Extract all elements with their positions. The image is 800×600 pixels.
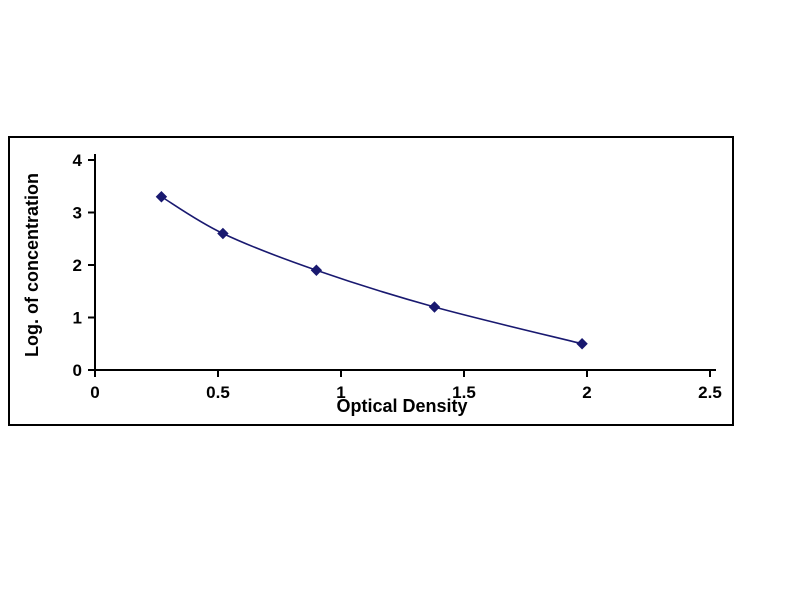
- x-tick-label: 1.5: [452, 383, 476, 402]
- ticks-layer: 0 0.5 1 1.5 2 2.5 0 1 2 3 4: [73, 151, 722, 402]
- x-axis-label: Optical Density: [336, 396, 467, 416]
- y-tick-label: 3: [73, 204, 82, 223]
- x-tick-label: 2: [582, 383, 591, 402]
- x-tick-label: 1: [336, 383, 345, 402]
- markers-layer: [155, 191, 588, 350]
- y-tick-label: 4: [73, 151, 83, 170]
- standard-curve-chart: 0 0.5 1 1.5 2 2.5 0 1 2 3 4 Optical Density Log. o…: [22, 151, 722, 416]
- data-point-marker: [428, 301, 441, 313]
- y-tick-label: 1: [73, 309, 82, 328]
- x-tick-label: 0: [90, 383, 99, 402]
- curve-line: [161, 196, 583, 345]
- data-point-marker: [155, 191, 168, 203]
- y-tick-label: 2: [73, 256, 82, 275]
- x-tick-label: 2.5: [698, 383, 722, 402]
- x-tick-label: 0.5: [206, 383, 230, 402]
- y-tick-label: 0: [73, 361, 82, 380]
- chart-frame: 0 0.5 1 1.5 2 2.5 0 1 2 3 4 Optical Density Log. o…: [8, 136, 734, 426]
- data-point-marker: [217, 227, 229, 240]
- axes-layer: [94, 154, 716, 371]
- data-point-marker: [310, 264, 323, 276]
- data-point-marker: [576, 338, 588, 350]
- y-axis-label: Log. of concentration: [22, 173, 42, 357]
- curve-layer: [161, 196, 583, 345]
